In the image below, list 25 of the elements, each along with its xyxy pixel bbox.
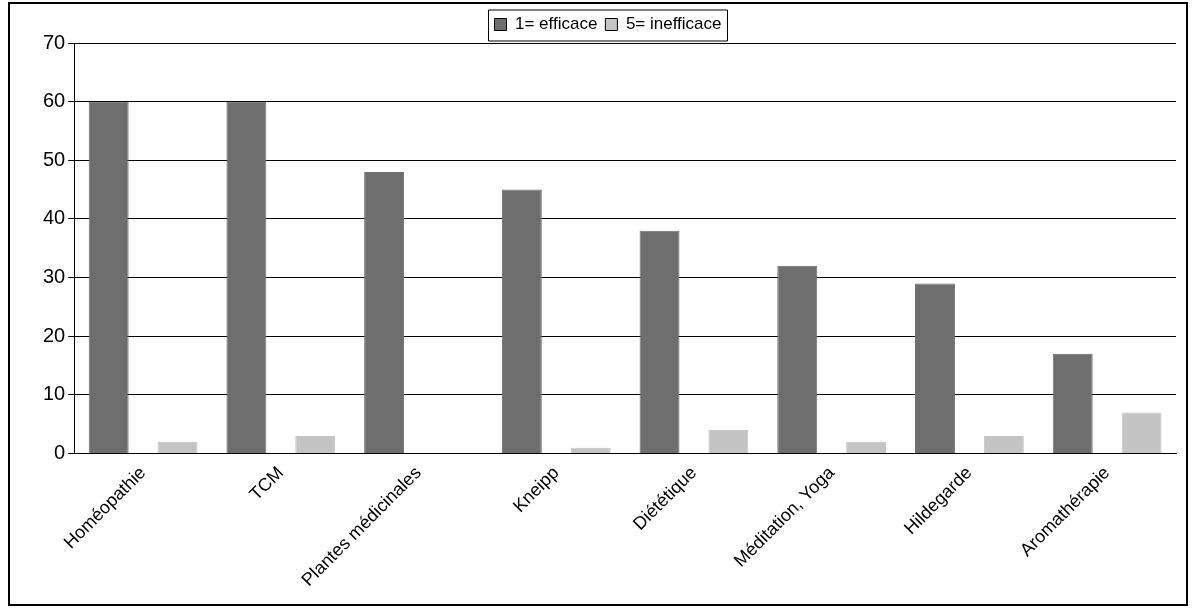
y-tick-label: 70 [43, 30, 66, 53]
y-tick-label: 30 [43, 265, 66, 288]
bar [915, 283, 955, 454]
bar [157, 441, 198, 454]
bar [570, 447, 611, 454]
y-tick-label: 60 [43, 89, 66, 112]
y-tick-label: 0 [54, 441, 66, 464]
bar [983, 435, 1024, 454]
bar [708, 430, 749, 454]
bar [88, 101, 129, 454]
bar [846, 441, 887, 454]
bar [1052, 353, 1093, 454]
bar [639, 230, 680, 454]
y-tick-label: 50 [43, 147, 66, 170]
bar [777, 265, 818, 454]
y-tick-label: 40 [43, 206, 66, 229]
y-tick-label: 10 [43, 382, 66, 405]
legend-label: 5= inefficace [625, 14, 722, 34]
bar [501, 189, 542, 454]
bar [295, 435, 336, 454]
bar [364, 172, 405, 454]
bar [1121, 412, 1162, 454]
bar [226, 101, 267, 454]
y-tick-label: 20 [43, 323, 66, 346]
legend-label: 1= efficace [515, 14, 598, 34]
